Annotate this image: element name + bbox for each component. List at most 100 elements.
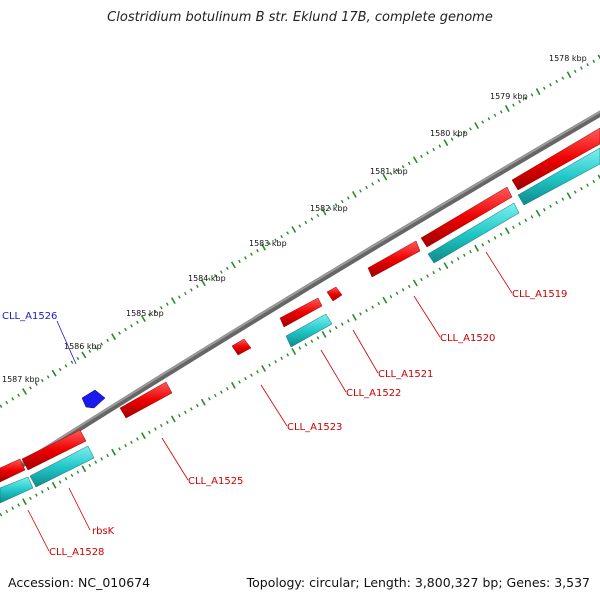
ruler-minor-tick	[493, 236, 497, 240]
gene-label: CLL_A1528	[49, 547, 104, 558]
accession-text: Accession: NC_010674	[8, 575, 151, 590]
ruler-minor-tick	[286, 231, 290, 235]
gene-CLL_A1523	[231, 338, 252, 356]
ruler-minor-tick	[561, 197, 565, 201]
ruler-minor-tick	[183, 291, 187, 296]
ruler-outer	[0, 54, 600, 408]
ruler-major-tick	[140, 315, 146, 323]
cds-CLL_A1520	[427, 202, 520, 264]
topology-summary: Topology: circular; Length: 3,800,327 bp…	[246, 575, 590, 590]
ruler-minor-tick	[165, 302, 169, 306]
ruler-minor-tick	[542, 86, 546, 90]
cds-CLL_A1522	[285, 313, 333, 348]
ruler-minor-tick	[573, 69, 577, 74]
gene-rbsK	[21, 429, 87, 471]
ruler-minor-tick	[17, 503, 21, 507]
ruler-minor-tick	[219, 270, 223, 274]
ruler-label: 1580 kbp	[430, 129, 468, 138]
ruler-major-tick	[111, 448, 116, 456]
ruler-label: 1579 kbp	[490, 92, 528, 101]
ruler-minor-tick	[549, 204, 552, 208]
ruler-minor-tick	[499, 110, 503, 114]
backbone-track	[0, 110, 600, 483]
ruler-minor-tick	[148, 313, 151, 317]
ruler-minor-tick	[256, 249, 259, 253]
ruler-minor-tick	[118, 447, 121, 451]
ruler-minor-tick	[298, 346, 302, 350]
ruler-minor-tick	[389, 171, 393, 176]
ruler-label: 1587 kbp	[2, 375, 40, 384]
cds-CLL_A1519	[517, 147, 600, 206]
map-title: Clostridium botulinum B str. Eklund 17B,…	[107, 10, 493, 25]
gene-label: CLL_A1525	[188, 476, 243, 487]
ruler-major-tick	[230, 261, 236, 269]
ruler-minor-tick	[268, 363, 271, 367]
ruler-minor-tick	[100, 342, 104, 346]
ruler-minor-tick	[487, 117, 491, 121]
ruler-minor-tick	[268, 241, 271, 246]
ruler-minor-tick	[542, 208, 546, 212]
ruler-minor-tick	[377, 178, 381, 183]
gene-CLL_A1528	[0, 458, 26, 483]
ruler-minor-tick	[136, 320, 139, 324]
ruler-major-tick	[504, 227, 510, 235]
ruler-minor-tick	[487, 239, 491, 243]
ruler-minor-tick	[549, 83, 552, 87]
ruler-minor-tick	[493, 113, 497, 117]
ruler-minor-tick	[432, 147, 436, 152]
ruler-minor-tick	[213, 393, 217, 398]
ruler-major-tick	[170, 297, 176, 305]
ruler-minor-tick	[462, 253, 466, 257]
ruler-minor-tick	[159, 423, 163, 428]
ruler-major-tick	[382, 296, 388, 304]
ruler-minor-tick	[124, 443, 127, 448]
ruler-minor-tick	[29, 386, 32, 390]
ruler-minor-tick	[561, 76, 565, 80]
ruler-major-tick	[231, 381, 236, 389]
gene-CLL_A1526	[81, 389, 106, 409]
ruler-minor-tick	[371, 305, 375, 309]
ruler-minor-tick	[94, 460, 98, 464]
ruler-minor-tick	[195, 284, 199, 288]
ruler-major-tick	[261, 243, 266, 251]
ruler-labels: 1578 kbp 1579 kbp 1580 kbp 1581 kbp 1582…	[2, 54, 587, 384]
ruler-minor-tick	[310, 339, 314, 343]
ruler-minor-tick	[377, 301, 381, 306]
ruler-minor-tick	[456, 134, 460, 138]
ruler-major-tick	[535, 88, 541, 96]
ruler-minor-tick	[512, 225, 515, 229]
ruler-minor-tick	[225, 266, 229, 271]
ruler-minor-tick	[238, 259, 241, 263]
ruler-major-tick	[566, 71, 572, 79]
ruler-major-tick	[321, 331, 327, 338]
ruler-minor-tick	[76, 356, 80, 361]
ruler-minor-tick	[389, 295, 393, 299]
ruler-major-tick	[352, 313, 357, 321]
ruler-label: 1578 kbp	[549, 54, 587, 63]
ruler-major-tick	[291, 348, 297, 355]
ruler-minor-tick	[420, 277, 423, 282]
ruler-label: 1583 kbp	[249, 239, 287, 248]
ruler-minor-tick	[207, 397, 211, 401]
ruler-minor-tick	[106, 453, 110, 458]
ruler-minor-tick	[274, 360, 277, 364]
ruler-major-tick	[291, 226, 297, 233]
ruler-minor-tick	[395, 168, 399, 172]
gene-CLL_A1521	[367, 240, 421, 278]
ruler-minor-tick	[34, 493, 38, 497]
ruler-minor-tick	[244, 376, 247, 381]
gene-label: CLL_A1523	[287, 422, 342, 433]
ruler-minor-tick	[346, 319, 350, 323]
ruler-minor-tick	[450, 137, 454, 141]
ruler-minor-tick	[359, 189, 362, 193]
ruler-major-tick	[566, 192, 572, 200]
ruler-minor-tick	[58, 480, 62, 484]
ruler-minor-tick	[70, 360, 74, 364]
ruler-minor-tick	[189, 288, 193, 292]
ruler-major-tick	[200, 279, 206, 287]
ruler-major-tick	[141, 432, 146, 440]
gene-labels: CLL_A1519 CLL_A1520 CLL_A1521 CLL_A1522 …	[2, 289, 567, 558]
ruler-minor-tick	[154, 309, 157, 314]
gene-label: CLL_A1520	[440, 333, 495, 344]
